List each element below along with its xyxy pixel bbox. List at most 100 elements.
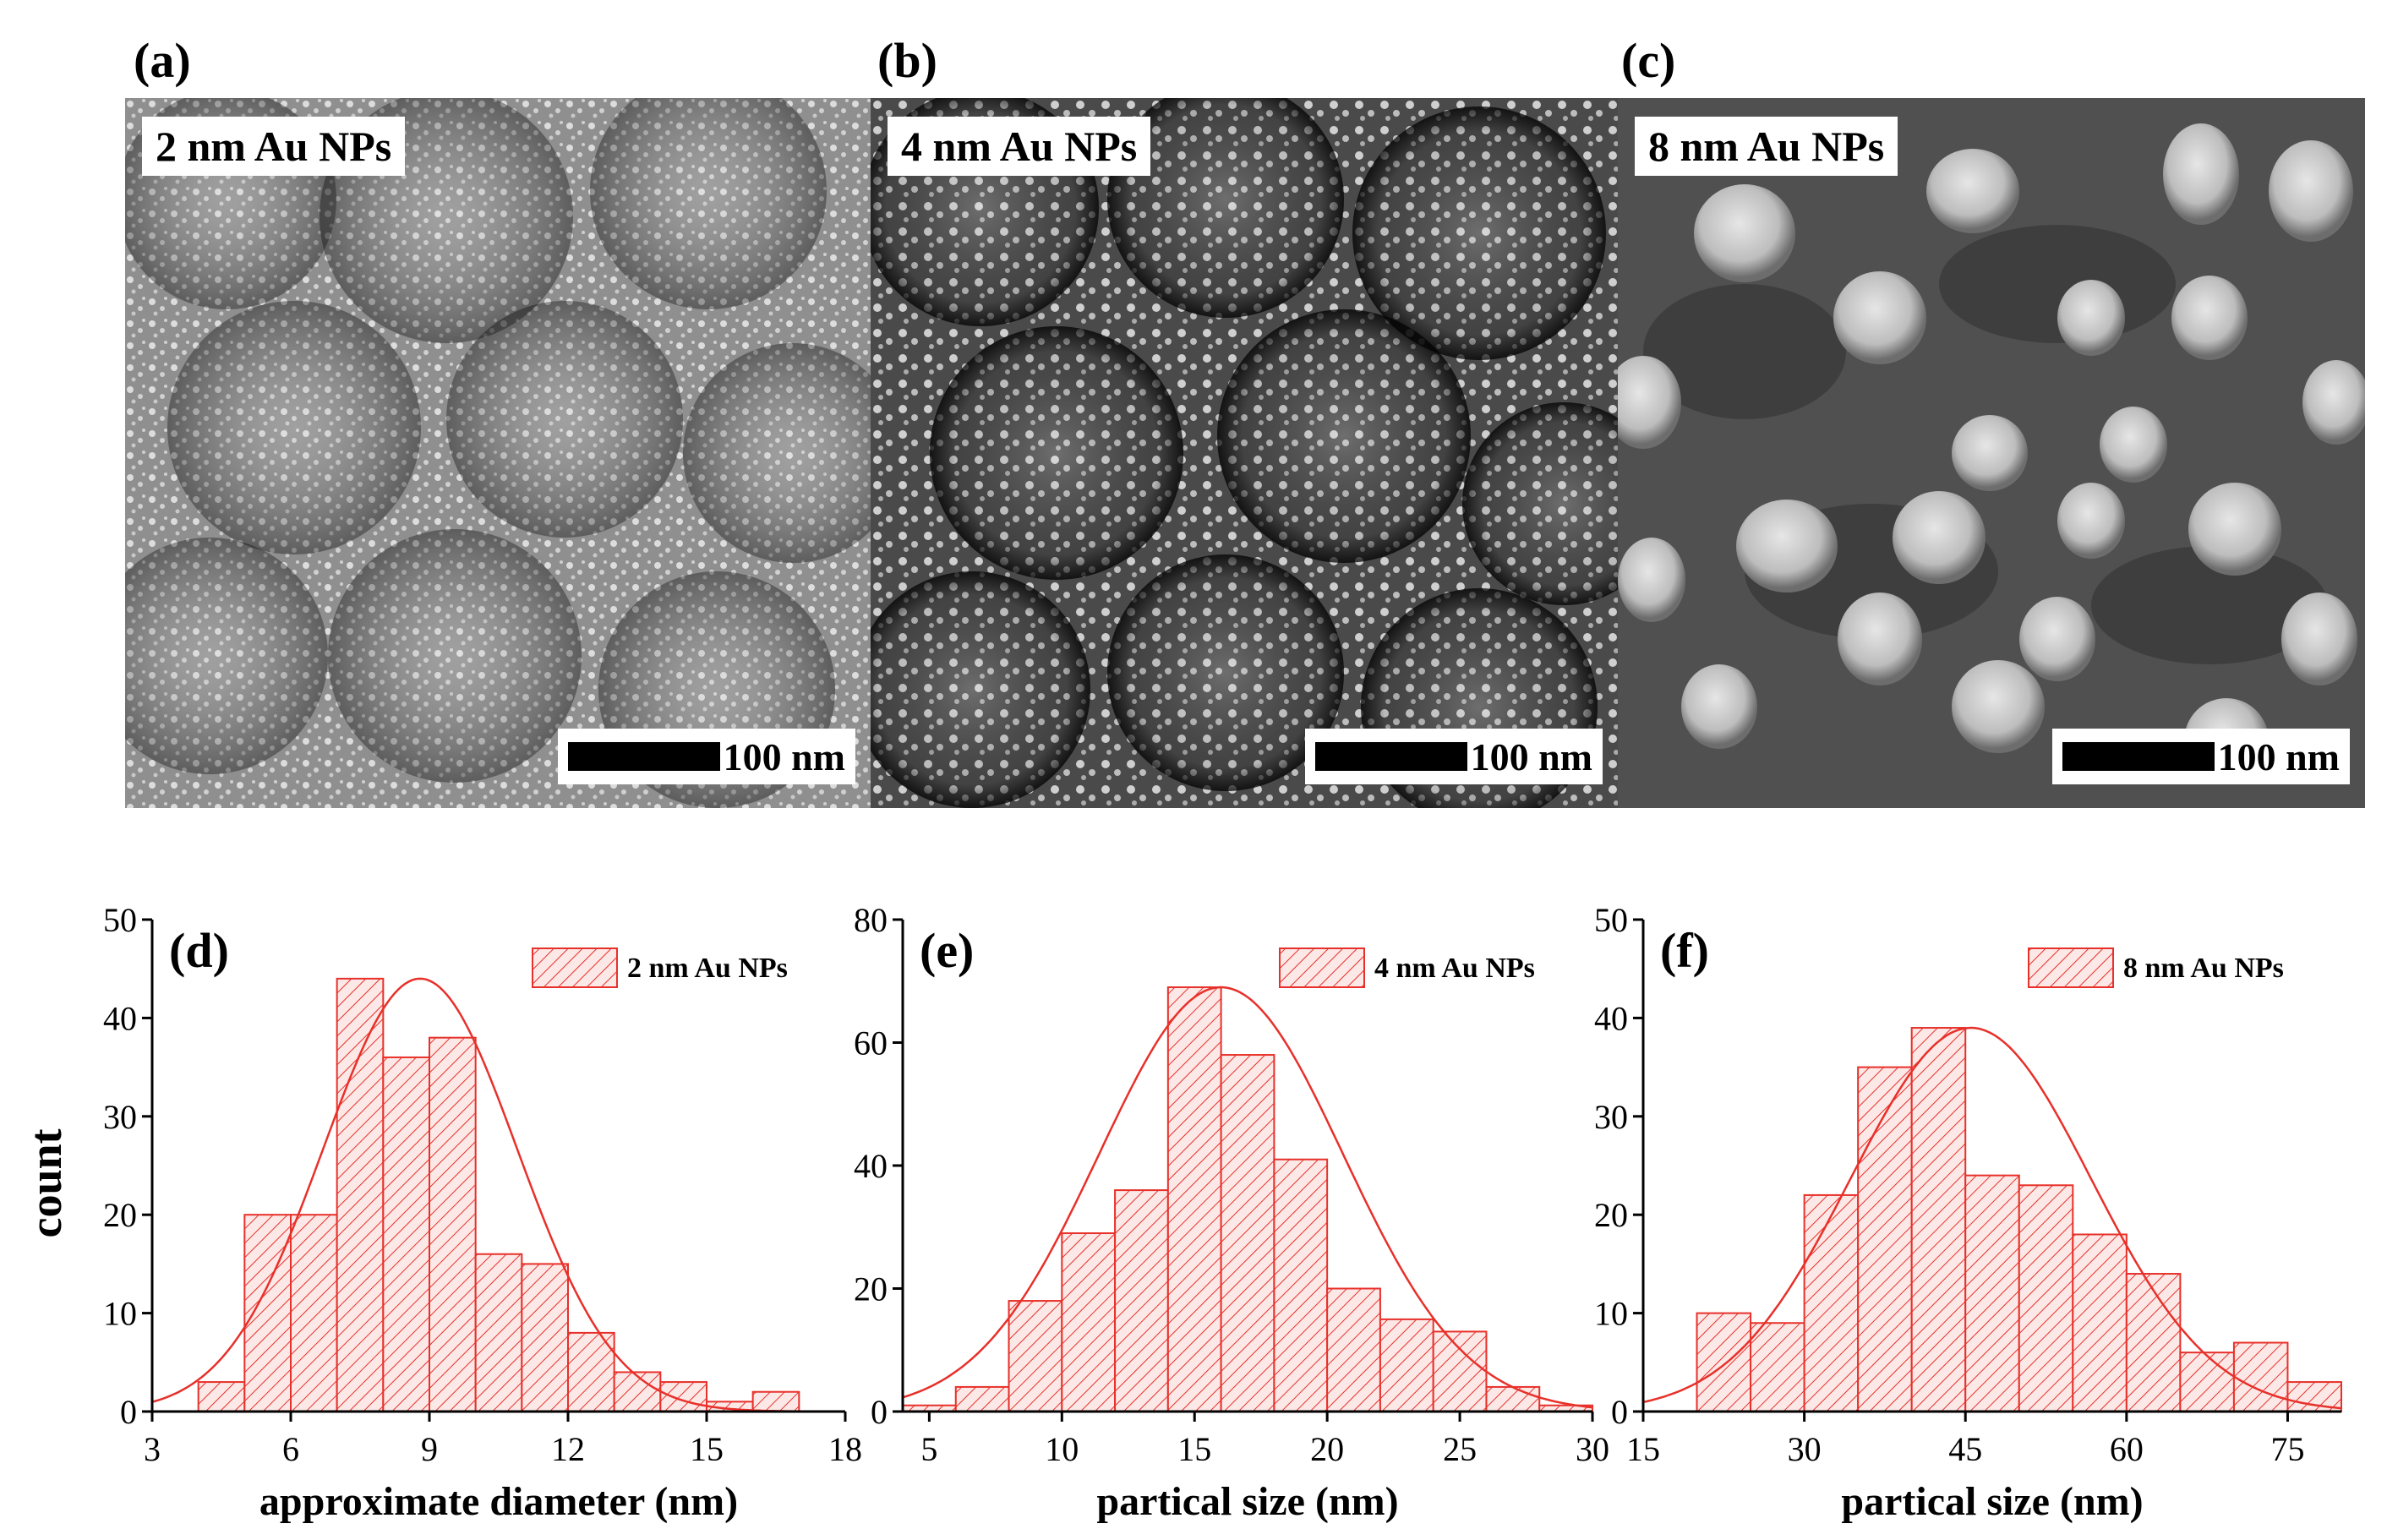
histogram-bar xyxy=(1696,1312,1752,1412)
x-tick-label: 3 xyxy=(144,1430,161,1468)
x-tick-label: 10 xyxy=(1045,1430,1079,1468)
histogram-bar xyxy=(1750,1322,1805,1412)
histogram-bar xyxy=(1220,1054,1275,1413)
histogram-bar xyxy=(613,1371,662,1413)
legend-label: 2 nm Au NPs xyxy=(627,953,788,984)
histogram-bar xyxy=(2072,1233,2128,1413)
histogram-4nm: 5 10 15 20 25 30 0 20 40 60 80 (e) 4 nm Au NPs partic… xyxy=(854,901,1609,1524)
panel-letter: (e) xyxy=(920,923,974,978)
y-tick-label: 10 xyxy=(1594,1295,1628,1333)
x-tick-label: 12 xyxy=(551,1430,585,1468)
histogram-bar xyxy=(2018,1184,2074,1412)
histogram-bar xyxy=(243,1214,292,1413)
y-tick-label: 40 xyxy=(854,1147,888,1185)
histogram-bar xyxy=(1008,1300,1063,1412)
y-tick-label: 20 xyxy=(854,1270,888,1308)
x-tick-label: 15 xyxy=(1177,1430,1211,1468)
scale-bar-text: 100 nm xyxy=(2217,735,2340,778)
x-tick-label: 9 xyxy=(421,1430,438,1468)
x-tick-label: 60 xyxy=(2110,1430,2144,1468)
x-axis-label: partical size (nm) xyxy=(1841,1479,2143,1524)
histogram-bar xyxy=(382,1056,431,1413)
x-tick-label: 25 xyxy=(1443,1430,1477,1468)
histogram-bar xyxy=(751,1390,800,1412)
y-tick-label: 40 xyxy=(103,999,137,1037)
x-axis-label: approximate diameter (nm) xyxy=(259,1479,738,1524)
sem-image-4nm: 4 nm Au NPs 100 nm xyxy=(871,98,1618,808)
x-tick-label: 18 xyxy=(828,1430,862,1468)
panel-letter-c: (c) xyxy=(1621,33,1676,88)
histogram-bar xyxy=(2125,1273,2182,1413)
legend-swatch xyxy=(532,947,618,988)
scale-bar-8nm: 100 nm xyxy=(2051,729,2350,784)
histogram-bar xyxy=(474,1253,523,1413)
x-tick-label: 15 xyxy=(1626,1430,1660,1468)
y-tick-label: 0 xyxy=(871,1393,888,1431)
x-tick-label: 15 xyxy=(690,1430,724,1468)
histogram-bar xyxy=(1326,1287,1381,1412)
y-tick-label: 60 xyxy=(854,1024,888,1062)
y-tick-label: 80 xyxy=(854,901,888,939)
x-tick-label: 45 xyxy=(1948,1430,1982,1468)
histogram-bar xyxy=(954,1385,1010,1413)
y-tick-label: 0 xyxy=(1611,1393,1628,1431)
histogram-bar xyxy=(659,1381,707,1413)
sem-texture-2nm xyxy=(125,98,871,808)
sem-label-2nm: 2 nm Au NPs xyxy=(142,117,406,176)
histogram-2nm: 3 6 9 12 15 18 0 10 20 30 40 50 (d) 2 nm Au NPs approx… xyxy=(103,901,862,1524)
histogram-bar xyxy=(2179,1352,2235,1412)
histogram-bar xyxy=(1432,1330,1488,1412)
legend-label: 8 nm Au NPs xyxy=(2123,953,2284,984)
histogram-bar xyxy=(1857,1066,1913,1412)
x-tick-label: 30 xyxy=(1788,1430,1822,1468)
sem-label-4nm: 4 nm Au NPs xyxy=(888,117,1151,176)
y-tick-label: 10 xyxy=(103,1295,137,1333)
panel-letter: (d) xyxy=(169,923,229,978)
histogram-bar xyxy=(336,977,385,1412)
histogram-bar xyxy=(1379,1318,1434,1412)
gaussian-fit-curve xyxy=(151,977,845,1413)
y-tick-label: 0 xyxy=(120,1393,137,1431)
x-tick-label: 75 xyxy=(2270,1430,2304,1468)
scale-bar-text: 100 nm xyxy=(1470,735,1592,778)
sem-texture-8nm xyxy=(1618,98,2365,808)
histogram-bar xyxy=(197,1381,246,1413)
sem-image-2nm: 2 nm Au NPs 100 nm xyxy=(125,98,871,808)
y-tick-label: 40 xyxy=(1594,999,1628,1037)
x-axis-label: partical size (nm) xyxy=(1096,1479,1398,1524)
panel-letter-b: (b) xyxy=(877,33,937,88)
sem-image-8nm: 8 nm Au NPs 100 nm xyxy=(1618,98,2365,808)
histogram-bar xyxy=(2232,1341,2289,1413)
y-tick-label: 20 xyxy=(103,1196,137,1234)
gaussian-fit-curve xyxy=(902,986,1593,1409)
panel-letter-a: (a) xyxy=(134,33,191,88)
y-tick-label: 30 xyxy=(1594,1098,1628,1136)
histogram-8nm: 15 30 45 60 75 0 10 20 30 40 50 (f) 8 nm Au NPs parti… xyxy=(1594,901,2342,1524)
y-tick-label: 20 xyxy=(1594,1196,1628,1234)
histogram-bar xyxy=(1114,1189,1169,1412)
y-tick-label: 50 xyxy=(1594,901,1628,939)
legend-swatch xyxy=(1279,947,1365,988)
histogram-bar xyxy=(1061,1232,1117,1412)
legend-label: 4 nm Au NPs xyxy=(1374,953,1535,984)
histogram-bar xyxy=(1485,1385,1541,1413)
scale-bar-4nm: 100 nm xyxy=(1304,729,1603,784)
gaussian-fit-curve xyxy=(1642,1026,2342,1410)
y-tick-label: 50 xyxy=(103,901,137,939)
sem-texture-4nm xyxy=(871,98,1618,808)
x-tick-label: 30 xyxy=(1576,1430,1609,1468)
x-tick-label: 5 xyxy=(920,1430,937,1468)
histogram-bar xyxy=(1910,1027,1967,1412)
histogram-bar xyxy=(1964,1174,2020,1412)
x-tick-label: 6 xyxy=(282,1430,299,1468)
legend-swatch xyxy=(2028,947,2114,988)
histogram-bar xyxy=(290,1214,338,1413)
panel-letter: (f) xyxy=(1660,923,1709,978)
histogram-bar xyxy=(1273,1158,1329,1412)
histogram-bar xyxy=(1166,986,1222,1412)
histogram-bar xyxy=(521,1263,569,1412)
y-axis-label-count: count xyxy=(20,1128,71,1237)
sem-label-8nm: 8 nm Au NPs xyxy=(1635,117,1898,176)
y-tick-label: 30 xyxy=(103,1098,137,1136)
